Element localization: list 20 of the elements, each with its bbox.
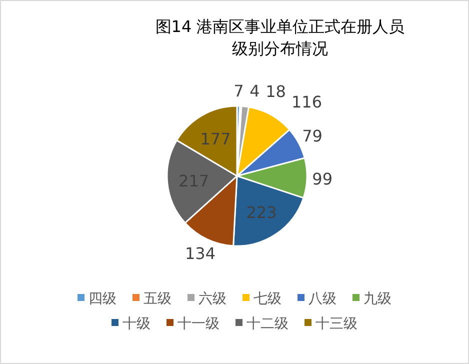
legend-label: 四级	[88, 291, 116, 307]
legend-label: 六级	[198, 291, 226, 307]
data-label: 134	[184, 244, 216, 264]
data-label: 7	[234, 82, 244, 101]
legend-label: 十二级	[246, 316, 288, 332]
data-label: 79	[302, 126, 322, 146]
legend-label: 十三级	[316, 316, 358, 332]
data-label: 223	[246, 202, 277, 222]
chart-title: 图14 港南区事业单位正式在册人员级别分布情况	[155, 17, 405, 58]
legend-label: 八级	[308, 291, 336, 307]
legend-label: 五级	[144, 291, 172, 307]
legend-label: 九级	[364, 291, 392, 307]
legend-label: 七级	[254, 291, 282, 307]
data-label: 4	[250, 82, 260, 101]
legend-label: 十一级	[178, 316, 220, 332]
legend-label: 十级	[122, 316, 150, 332]
data-label: 116	[291, 92, 322, 112]
data-label: 18	[266, 82, 286, 102]
data-label: 99	[312, 170, 333, 188]
data-label: 177	[200, 129, 231, 148]
